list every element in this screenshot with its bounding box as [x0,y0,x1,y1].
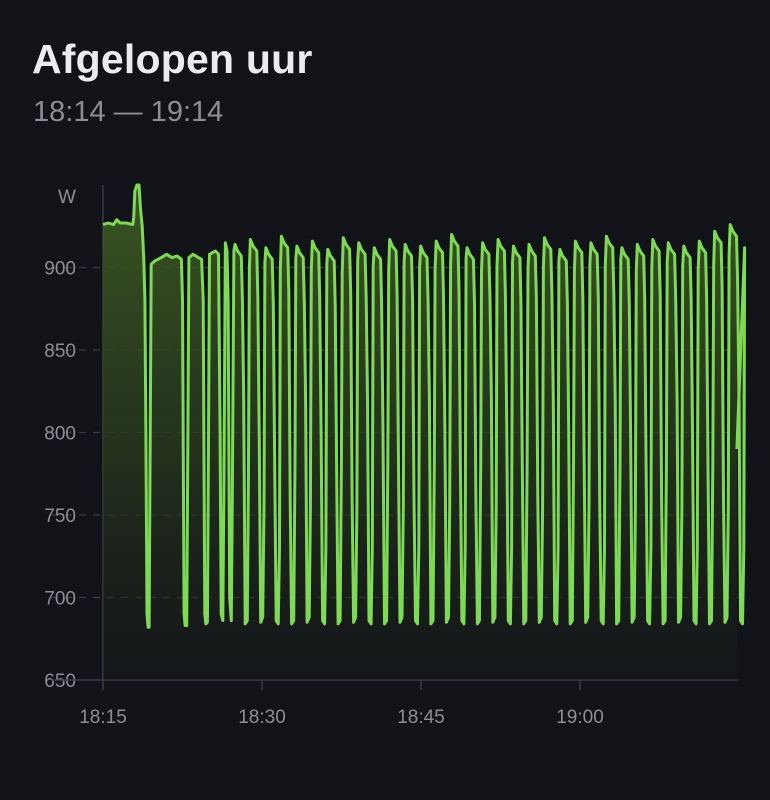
y-tick-label: 700 [44,589,76,610]
y-unit-label: W [58,187,76,208]
x-tick-label: 18:45 [397,707,445,728]
y-axis: 650 700 750 800 850 900 [44,185,104,692]
y-tick-label: 900 [44,259,76,280]
x-axis: 18:15 18:30 18:45 19:00 [51,679,738,728]
y-tick-label: 750 [44,506,76,527]
x-tick-label: 18:15 [79,707,127,728]
y-tick-label: 800 [44,424,76,445]
y-tick-label: 850 [44,341,76,362]
page-title: Afgelopen uur [32,36,313,82]
x-tick-label: 19:00 [556,707,604,728]
power-line [102,183,747,629]
x-tick-label: 18:30 [238,707,286,728]
time-range: 18:14 — 19:14 [33,96,224,128]
y-tick-label: 650 [44,671,76,692]
